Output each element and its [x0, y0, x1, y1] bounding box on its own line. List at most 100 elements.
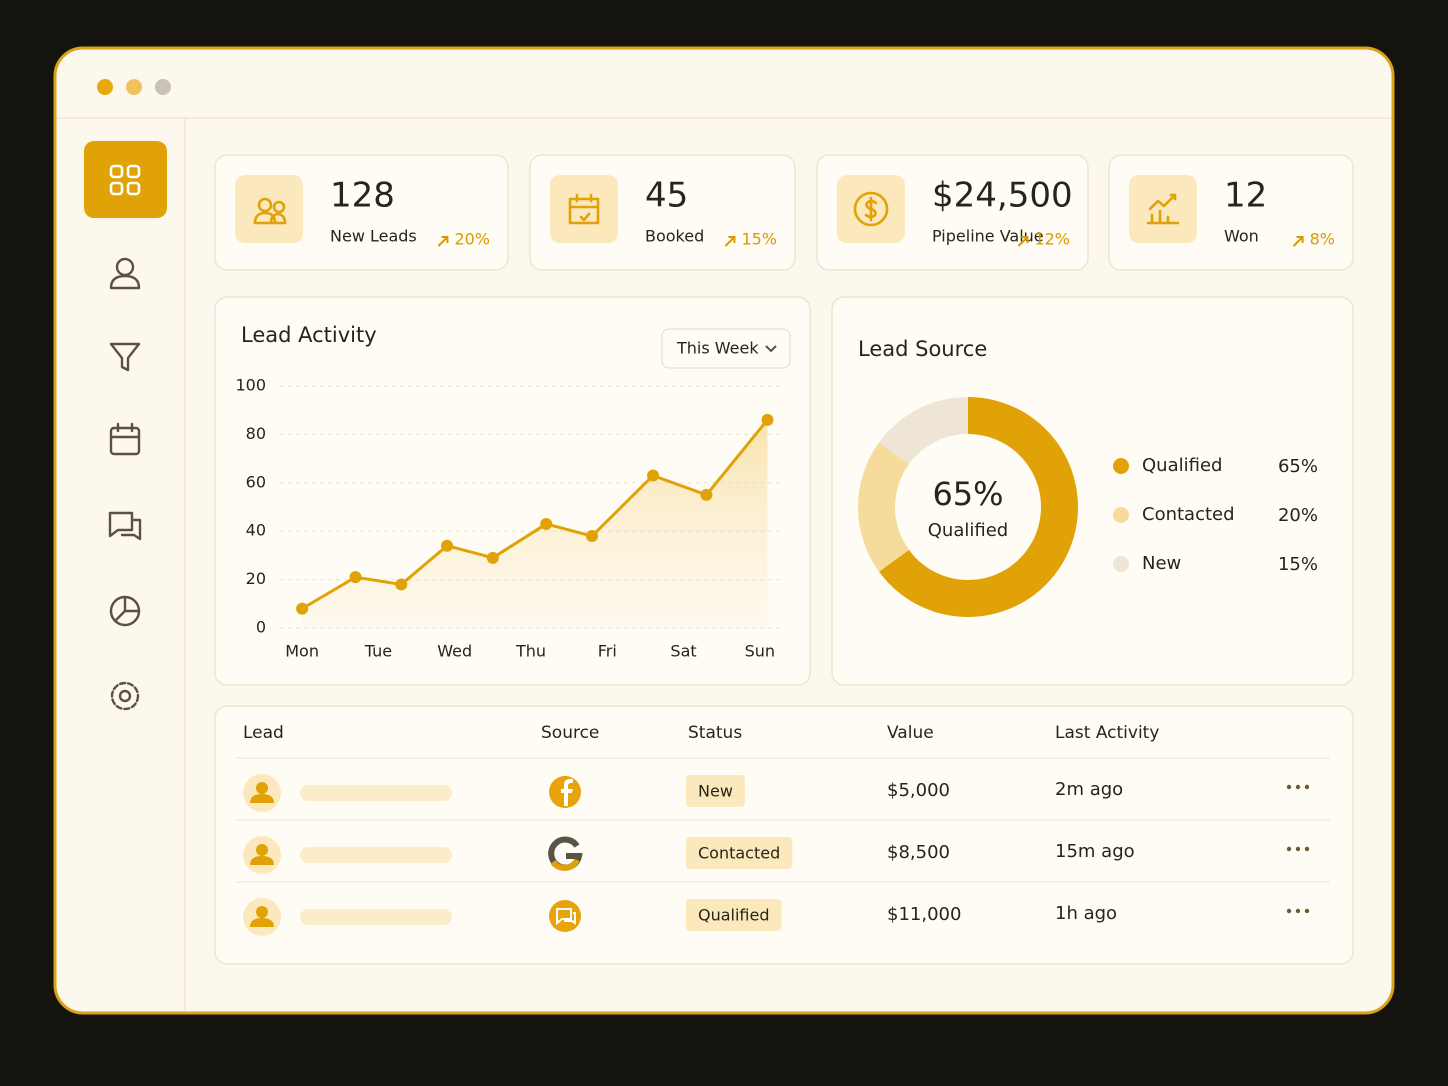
grid-icon [109, 164, 141, 196]
line [301, 418, 769, 610]
avatar-body [250, 794, 274, 803]
y-tick-label: 100 [235, 376, 266, 395]
table-header: Lead [243, 723, 284, 743]
last-activity: 1h ago [1055, 903, 1117, 924]
kpi-icon [1146, 193, 1180, 225]
avatar-head [256, 844, 268, 856]
row-actions-hit[interactable] [1278, 770, 1318, 930]
area [302, 419, 768, 628]
trend-arrow [437, 236, 449, 247]
more-dot [1304, 908, 1310, 914]
point [441, 539, 454, 552]
legend-value: 15% [1278, 554, 1318, 575]
source-icon-glyph [556, 908, 576, 926]
kpi-label: Won [1224, 227, 1259, 246]
status-pill [686, 837, 793, 869]
lead-value: $8,500 [887, 842, 950, 863]
last-activity: 15m ago [1055, 841, 1135, 862]
donut-center-label: Qualified [928, 520, 1008, 541]
y-tick-label: 20 [246, 569, 266, 588]
window-dot [126, 79, 142, 95]
more-dot [1295, 846, 1301, 852]
lead-value: $5,000 [887, 780, 950, 801]
legend-label: Contacted [1142, 504, 1235, 525]
y-tick-label: 60 [246, 472, 266, 491]
kpi-icon [253, 197, 287, 225]
avatar-body [250, 856, 274, 865]
kpi-label: New Leads [330, 227, 417, 246]
leads-table-card [214, 705, 1354, 965]
donut-segment [879, 397, 1078, 618]
nav-reports[interactable] [109, 595, 141, 627]
dropdown-chevron [765, 345, 777, 353]
legend-value: 65% [1278, 456, 1318, 477]
nav-dashboard[interactable] [84, 141, 167, 218]
source-icon [549, 900, 581, 932]
kpi-value: 128 [330, 176, 395, 216]
status-pill [686, 775, 745, 807]
y-tick-label: 0 [256, 618, 266, 637]
more-dot [1295, 784, 1301, 790]
lead-name-placeholder [300, 909, 452, 925]
kpi-label: Pipeline Value [932, 227, 1044, 246]
kpi-value: 45 [645, 176, 688, 216]
legend-value: 20% [1278, 505, 1318, 526]
point [586, 530, 599, 543]
table-header: Value [887, 723, 934, 743]
window-dot [155, 79, 171, 95]
sidebar [84, 141, 167, 711]
status-label: Qualified [698, 906, 770, 925]
y-tick-label: 40 [246, 521, 266, 540]
trend-arrow [724, 236, 736, 247]
legend-swatch [1113, 507, 1129, 523]
status-label: New [698, 782, 733, 801]
table-header: Source [541, 723, 599, 743]
kpi-icon-box [1129, 175, 1197, 243]
legend-swatch [1113, 556, 1129, 572]
x-tick-label: Wed [437, 642, 472, 661]
point [761, 413, 774, 426]
kpi-icon [853, 191, 889, 227]
lead-source [548, 836, 583, 871]
nav-funnel[interactable] [109, 342, 141, 372]
more-dot [1295, 908, 1301, 914]
x-tick-label: Sat [670, 642, 696, 661]
donut-center-value: 65% [932, 475, 1003, 513]
trend-arrow [1292, 236, 1304, 247]
x-tick-label: Thu [515, 642, 546, 661]
kpi-icon [568, 193, 600, 225]
avatar-head [256, 906, 268, 918]
legend-label: Qualified [1142, 455, 1222, 476]
donut-segment [857, 442, 909, 572]
dropdown-label: This Week [676, 339, 759, 358]
more-dot [1304, 846, 1310, 852]
legend-swatch [1113, 458, 1129, 474]
more-dot [1286, 784, 1292, 790]
lead-value: $11,000 [887, 904, 961, 925]
x-tick-label: Fri [598, 642, 617, 661]
chart-title: Lead Activity [241, 323, 377, 347]
last-activity: 2m ago [1055, 779, 1123, 800]
table-header: Last Activity [1055, 723, 1159, 743]
source-icon-accent [550, 858, 580, 871]
table-header: Status [688, 723, 742, 743]
kpi-value: 12 [1224, 176, 1267, 216]
kpi-change: 12% [1034, 230, 1070, 249]
donut-segment [879, 397, 968, 465]
avatar-head [256, 782, 268, 794]
nav-messages[interactable] [108, 511, 142, 541]
more-dot [1304, 784, 1310, 790]
kpi-value: $24,500 [932, 176, 1073, 216]
nav-contacts[interactable] [109, 257, 141, 290]
nav-settings[interactable] [110, 681, 140, 711]
point [486, 551, 499, 564]
lead-source [549, 776, 581, 808]
period-dropdown[interactable] [661, 328, 791, 369]
kpi-icon-box [550, 175, 618, 243]
window-dot [97, 79, 113, 95]
legend-label: New [1142, 553, 1181, 574]
kpi-label: Booked [645, 227, 704, 246]
nav-calendar[interactable] [109, 422, 141, 456]
lead-name-placeholder [300, 785, 452, 801]
